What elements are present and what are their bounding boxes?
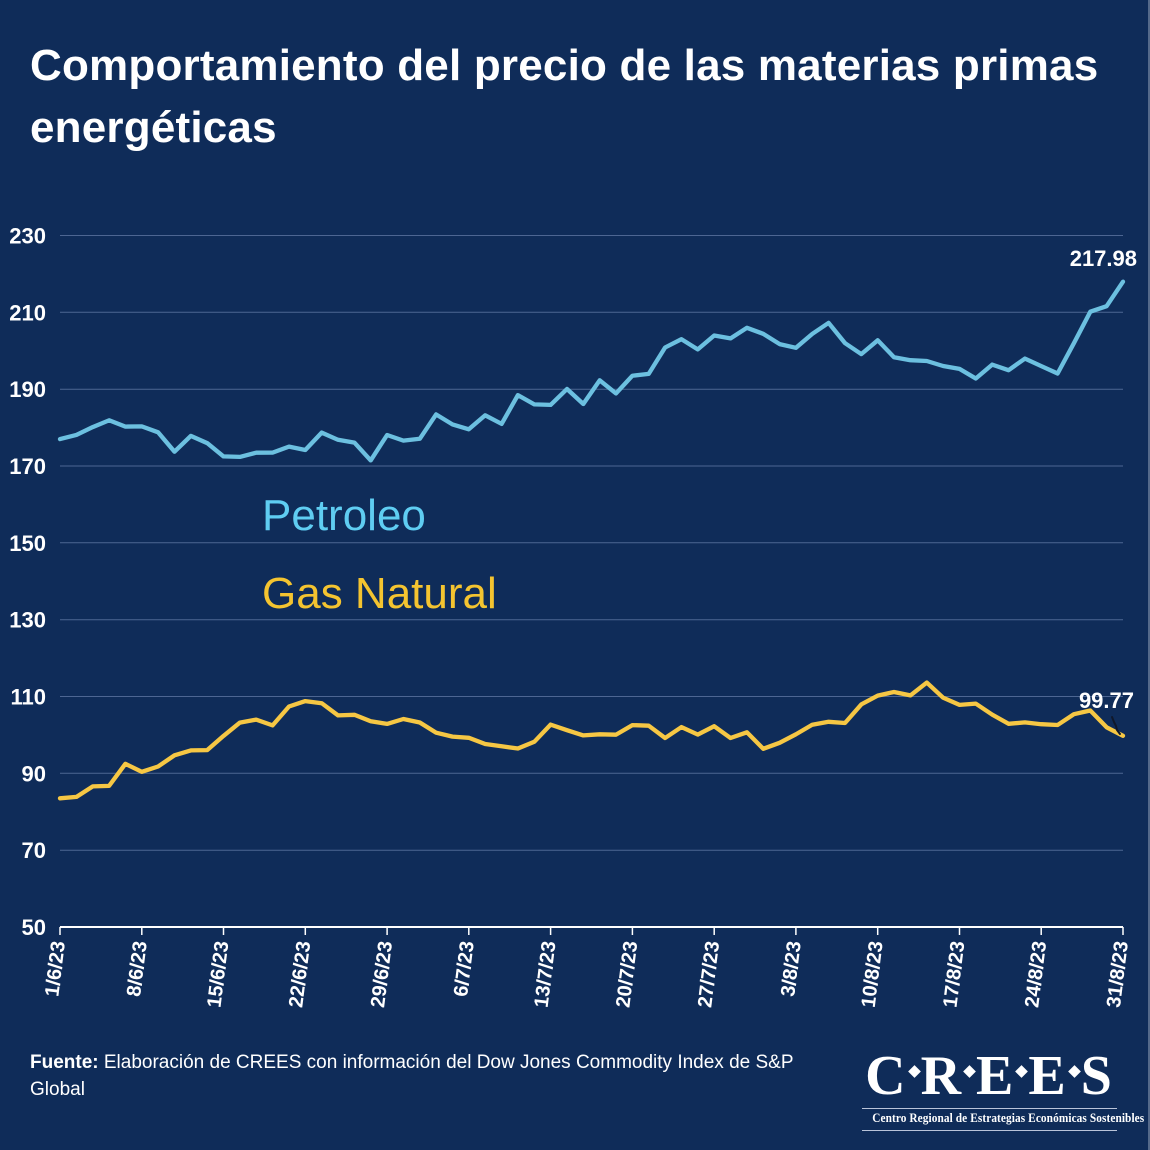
svg-text:170: 170 xyxy=(9,454,46,479)
svg-text:Gas Natural: Gas Natural xyxy=(262,569,497,618)
svg-text:190: 190 xyxy=(9,377,46,402)
svg-text:150: 150 xyxy=(9,531,46,556)
svg-text:6/7/23: 6/7/23 xyxy=(450,940,479,998)
svg-text:90: 90 xyxy=(22,761,46,786)
svg-text:130: 130 xyxy=(9,608,46,633)
svg-text:24/8/23: 24/8/23 xyxy=(1021,940,1051,1009)
svg-text:29/6/23: 29/6/23 xyxy=(367,940,397,1009)
svg-text:17/8/23: 17/8/23 xyxy=(939,940,969,1009)
svg-text:Petroleo: Petroleo xyxy=(262,491,426,540)
svg-text:15/6/23: 15/6/23 xyxy=(203,940,233,1009)
svg-text:110: 110 xyxy=(11,685,47,710)
svg-text:3/8/23: 3/8/23 xyxy=(777,940,806,998)
svg-text:10/8/23: 10/8/23 xyxy=(858,940,888,1009)
svg-text:50: 50 xyxy=(22,915,46,940)
svg-text:27/7/23: 27/7/23 xyxy=(694,940,724,1009)
svg-text:99.77: 99.77 xyxy=(1079,688,1134,713)
svg-text:13/7/23: 13/7/23 xyxy=(531,940,561,1009)
svg-text:217.98: 217.98 xyxy=(1070,246,1137,271)
svg-text:230: 230 xyxy=(9,224,46,249)
svg-text:20/7/23: 20/7/23 xyxy=(612,940,642,1009)
svg-text:8/6/23: 8/6/23 xyxy=(123,940,152,998)
svg-text:1/6/23: 1/6/23 xyxy=(41,940,70,998)
svg-text:31/8/23: 31/8/23 xyxy=(1103,940,1133,1009)
svg-text:210: 210 xyxy=(9,300,46,325)
svg-text:22/6/23: 22/6/23 xyxy=(285,940,315,1009)
svg-text:70: 70 xyxy=(22,838,46,863)
